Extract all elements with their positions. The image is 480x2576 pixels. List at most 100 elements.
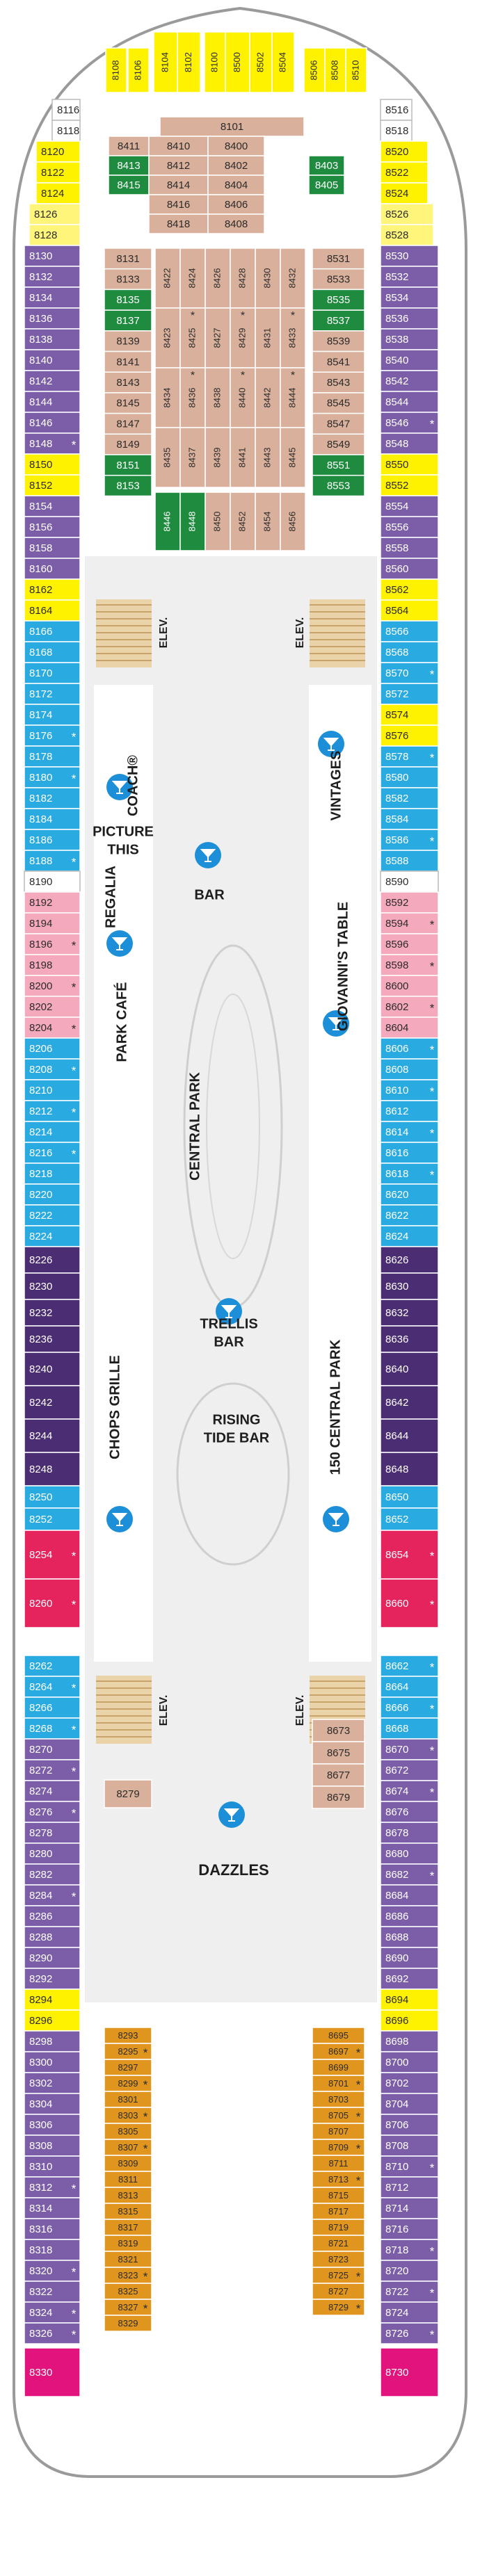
venue-icon-glyph <box>111 937 128 950</box>
cabin <box>380 891 439 914</box>
cabin-number: 8143 <box>116 377 139 389</box>
cabin-number: 8596 <box>385 939 408 950</box>
cabin-number: 8130 <box>29 250 52 262</box>
cabin <box>380 1696 439 1719</box>
cabin-number: 8162 <box>29 584 52 596</box>
cabin-number: 8310 <box>29 2161 52 2173</box>
cabin <box>24 1121 81 1143</box>
cabin <box>24 766 81 788</box>
cabin-mark: * <box>430 2328 435 2341</box>
cabin <box>24 1822 81 1844</box>
venue-label: ELEV. <box>158 617 170 649</box>
cabin <box>312 412 365 435</box>
cabin-mark: * <box>72 1598 77 1611</box>
cabin-number: 8526 <box>385 209 408 220</box>
cabin <box>380 1418 439 1453</box>
cabin-number: 8438 <box>211 388 222 408</box>
cabin-number: 8172 <box>29 688 52 700</box>
cabin <box>380 1947 439 1969</box>
cabin <box>380 2093 439 2115</box>
cabin <box>380 1507 439 1531</box>
cabin-mark: * <box>430 1598 435 1611</box>
cabin-number: 8101 <box>221 121 243 133</box>
venue-label: CENTRAL PARK <box>187 1071 202 1180</box>
cabin-mark: * <box>356 2110 361 2123</box>
cabin-number: 8218 <box>29 1168 52 1180</box>
cabin <box>24 1225 81 1247</box>
cabin-number: 8448 <box>186 512 197 532</box>
cabin <box>24 1947 81 1969</box>
venue-label: COACH® <box>125 755 141 816</box>
cabin-number: 8116 <box>57 104 79 116</box>
cabin <box>24 787 81 809</box>
cabin-number: 8305 <box>118 2126 138 2137</box>
cabin-number: 8318 <box>29 2244 52 2256</box>
cabin-mark: * <box>430 1549 435 1562</box>
cabin <box>24 683 81 705</box>
cabin <box>380 787 439 809</box>
cabin-number: 8200 <box>29 980 52 992</box>
cabin <box>24 850 81 872</box>
cabin <box>312 474 365 497</box>
cabin <box>380 2347 439 2397</box>
cabin <box>312 248 365 270</box>
cabin-number: 8145 <box>116 398 139 410</box>
cabin <box>24 1163 81 1185</box>
cabin-number: 8456 <box>287 512 297 532</box>
cabin-number: 8642 <box>385 1397 408 1409</box>
cabin <box>179 367 206 428</box>
venue-label: CHOPS GRILLE <box>107 1355 122 1459</box>
cabin-mark: * <box>356 2142 361 2155</box>
cabin-number: 8321 <box>118 2254 138 2265</box>
cabin-number: 8588 <box>385 855 408 867</box>
cabin <box>24 1183 81 1206</box>
cabin-number: 8126 <box>34 209 57 220</box>
cabin <box>380 203 434 225</box>
cabin <box>380 1530 439 1580</box>
cabin-number: 8412 <box>167 160 190 172</box>
park-outline <box>206 994 260 1259</box>
cabin-number: 8622 <box>385 1210 408 1222</box>
cabin-mark: * <box>430 1702 435 1715</box>
cabin <box>255 248 281 309</box>
cabin-number: 8562 <box>385 584 408 596</box>
cabin-number: 8692 <box>385 1973 408 1985</box>
cabin <box>380 432 439 455</box>
cabin-number: 8602 <box>385 1001 408 1013</box>
cabin-mark: * <box>143 2270 148 2283</box>
cabin-number: 8307 <box>118 2142 138 2153</box>
cabin <box>24 1717 81 1740</box>
cabin-number: 8186 <box>29 834 52 846</box>
cabin <box>380 2155 439 2178</box>
cabin-number: 8128 <box>34 229 57 241</box>
cabin-number: 8546 <box>385 417 408 429</box>
cabin-number: 8288 <box>29 1931 52 1943</box>
cabin-mark: * <box>72 1549 77 1562</box>
cabin-number: 8138 <box>29 334 52 346</box>
cabin-number: 8439 <box>211 448 222 468</box>
cabin-number: 8298 <box>29 2036 52 2048</box>
cabin-number: 8702 <box>385 2077 408 2089</box>
cabin <box>24 891 81 914</box>
cabin-number: 8294 <box>29 1994 52 2006</box>
cabin-number: 8694 <box>385 1994 408 2006</box>
cabin <box>324 47 346 93</box>
cabin <box>205 248 231 309</box>
cabin-number: 8270 <box>29 1744 52 1756</box>
cabin <box>380 1163 439 1185</box>
cabin <box>312 392 365 414</box>
cabin-number: 8558 <box>385 542 408 554</box>
cabin <box>303 47 326 93</box>
cabin <box>380 1246 439 1274</box>
cabin-number: 8717 <box>328 2206 349 2217</box>
cabin <box>24 1352 81 1386</box>
cabin <box>24 2322 81 2344</box>
cabin-number: 8282 <box>29 1869 52 1881</box>
cabin <box>108 155 150 176</box>
cabin-mark: * <box>430 2161 435 2174</box>
cabin-number: 8410 <box>167 140 190 152</box>
cabin-mark: * <box>72 1022 77 1035</box>
cabin <box>312 268 365 291</box>
cabin-number: 8140 <box>29 355 52 366</box>
cabin-number: 8414 <box>167 179 190 191</box>
